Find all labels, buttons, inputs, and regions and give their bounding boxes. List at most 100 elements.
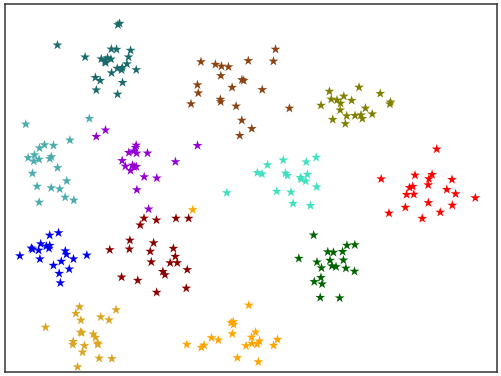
Point <box>442 186 450 193</box>
Point <box>358 115 366 121</box>
Point <box>427 171 435 177</box>
Point <box>102 60 110 66</box>
Point <box>42 324 50 330</box>
Point <box>229 321 237 327</box>
Point <box>251 329 259 335</box>
Point <box>78 330 86 336</box>
Point <box>54 165 62 171</box>
Point <box>297 176 305 182</box>
Point <box>327 96 335 102</box>
Point <box>272 188 280 194</box>
Point <box>255 338 263 344</box>
Point <box>386 99 394 105</box>
Point <box>173 260 181 266</box>
Point <box>200 342 208 348</box>
Point <box>101 57 109 63</box>
Point <box>132 150 140 156</box>
Point <box>118 80 126 86</box>
Point <box>287 189 295 195</box>
Point <box>188 207 196 213</box>
Point <box>89 331 97 337</box>
Point <box>126 237 134 243</box>
Point <box>247 341 256 347</box>
Point <box>106 247 114 253</box>
Point <box>410 172 418 178</box>
Point <box>27 245 35 251</box>
Point <box>247 126 256 132</box>
Point <box>197 344 205 350</box>
Point <box>447 177 455 183</box>
Point <box>356 112 364 118</box>
Point <box>65 266 73 272</box>
Point <box>244 58 252 64</box>
Point <box>140 215 148 221</box>
Point <box>269 343 277 349</box>
Point <box>33 183 41 190</box>
Point <box>318 281 326 287</box>
Point <box>146 249 154 255</box>
Point <box>113 91 121 97</box>
Point <box>384 210 392 216</box>
Point <box>285 105 293 111</box>
Point <box>331 264 339 270</box>
Point <box>85 115 93 121</box>
Point <box>42 243 50 249</box>
Point <box>101 59 109 65</box>
Point <box>361 105 369 111</box>
Point <box>31 152 39 158</box>
Point <box>283 173 291 179</box>
Point <box>281 170 289 176</box>
Point <box>143 150 151 156</box>
Point <box>350 268 358 274</box>
Point <box>166 260 174 266</box>
Point <box>35 199 43 205</box>
Point <box>118 65 126 71</box>
Point <box>22 121 30 127</box>
Point <box>123 61 131 67</box>
Point <box>83 252 91 258</box>
Point <box>244 302 253 308</box>
Point <box>312 184 320 190</box>
Point <box>108 356 116 362</box>
Point <box>92 87 100 93</box>
Point <box>336 107 344 113</box>
Point <box>408 183 416 190</box>
Point <box>55 270 63 276</box>
Point <box>131 144 139 150</box>
Point <box>94 340 102 346</box>
Point <box>226 320 234 326</box>
Point <box>335 295 343 301</box>
Point <box>339 93 347 99</box>
Point <box>114 22 122 28</box>
Point <box>193 143 201 149</box>
Point <box>169 246 177 252</box>
Point <box>184 215 192 221</box>
Point <box>347 97 355 103</box>
Point <box>328 117 336 123</box>
Point <box>46 232 54 238</box>
Point <box>132 164 140 170</box>
Point <box>97 56 105 62</box>
Point <box>237 77 245 83</box>
Point <box>342 113 350 119</box>
Point <box>182 285 190 291</box>
Point <box>149 240 157 246</box>
Point <box>341 265 349 271</box>
Point <box>118 158 126 164</box>
Point <box>312 155 320 161</box>
Point <box>327 263 335 269</box>
Point <box>36 256 44 262</box>
Point <box>16 253 24 259</box>
Point <box>47 154 55 160</box>
Point <box>132 67 140 73</box>
Point <box>258 171 266 177</box>
Point <box>136 222 144 228</box>
Point <box>271 46 279 52</box>
Point <box>29 170 37 176</box>
Point <box>63 178 71 184</box>
Point <box>303 171 311 177</box>
Point <box>241 343 249 349</box>
Point <box>279 157 287 163</box>
Point <box>96 77 104 83</box>
Point <box>72 311 80 317</box>
